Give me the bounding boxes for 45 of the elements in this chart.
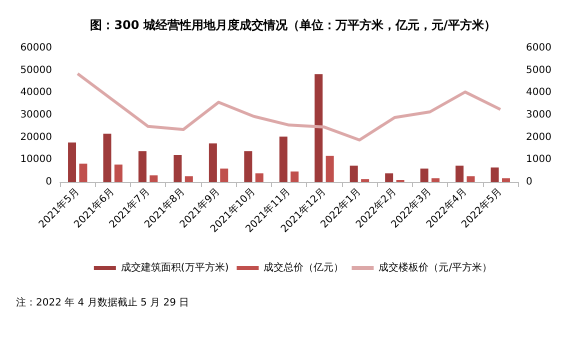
text: 注：2022 年 4 月数据截止 5 月 29 日	[16, 296, 190, 308]
bar	[326, 156, 334, 182]
bar	[184, 176, 193, 182]
bar	[255, 173, 264, 182]
y-tick-label: 20000	[20, 132, 52, 143]
y-tick-label: 40000	[20, 87, 52, 98]
line-series	[76, 72, 502, 142]
legend-label: 成交楼板价（元/平方米）	[378, 262, 492, 274]
y-tick-label: 30000	[20, 110, 52, 120]
y-tick-label: 10000	[20, 154, 52, 166]
y-tick-label: 50000	[20, 64, 52, 76]
bar	[220, 168, 228, 182]
bar	[361, 179, 370, 182]
bar	[466, 176, 475, 182]
y-tick-label: 0	[46, 176, 52, 188]
bar	[244, 151, 252, 182]
bar	[490, 167, 499, 182]
bar	[432, 178, 440, 182]
y-tick-label: 60000	[20, 42, 52, 54]
legend-label: 成交总价（亿元）	[264, 262, 344, 274]
bar	[420, 168, 428, 182]
bar	[279, 136, 288, 182]
bar	[502, 178, 510, 182]
bar	[138, 151, 146, 182]
bar	[314, 74, 323, 182]
legend-label: 成交建筑面积(万平方米)	[120, 262, 229, 274]
y2-tick-label: 1000	[526, 154, 552, 166]
y2-tick-label: 5000	[526, 64, 552, 76]
bar	[79, 164, 88, 182]
y2-tick-label: 2000	[526, 132, 552, 143]
bar	[114, 164, 122, 182]
y2-tick-label: 6000	[526, 42, 552, 54]
bar	[385, 173, 394, 182]
bar	[68, 142, 76, 182]
bar	[290, 172, 299, 182]
chart-title: 图：300 城经营性用地月度成交情况（单位：万平方米，亿元，元/平方米）	[90, 18, 496, 32]
y2-tick-label: 4000	[526, 87, 552, 98]
bar	[150, 175, 158, 182]
y2-tick-label: 3000	[526, 110, 552, 120]
bar	[174, 154, 182, 182]
bar	[208, 143, 217, 182]
bar	[103, 134, 112, 182]
bar	[456, 166, 464, 182]
y2-tick-label: 0	[526, 176, 532, 188]
bar	[350, 166, 358, 182]
